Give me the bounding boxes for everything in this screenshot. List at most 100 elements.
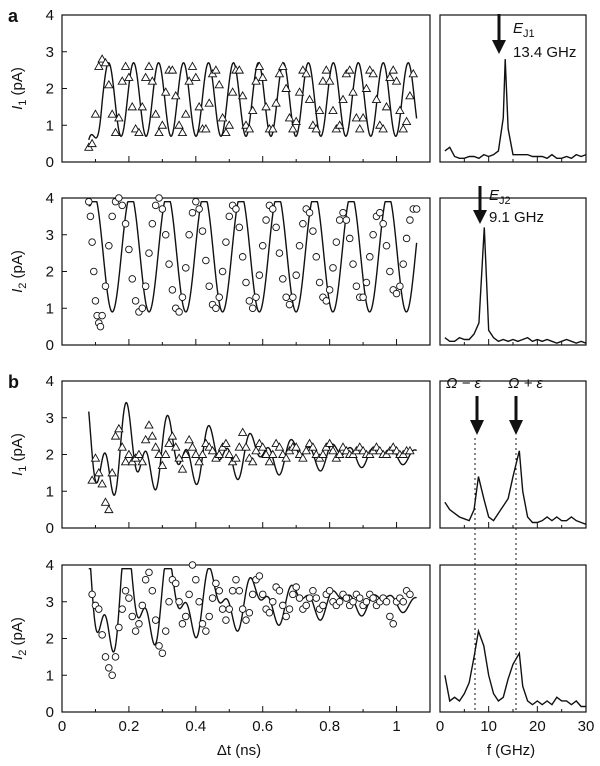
ej2-arrow-head — [473, 210, 487, 224]
data-point-triangle — [154, 127, 164, 137]
spectrum-line-3 — [444, 628, 586, 708]
data-point-triangle — [214, 79, 225, 89]
x-tick-label: 0.2 — [118, 718, 139, 735]
data-point-circle — [322, 297, 331, 305]
data-point-triangle — [157, 120, 168, 129]
data-point-circle — [151, 201, 160, 210]
data-point-circle — [98, 311, 106, 320]
data-point-circle — [335, 216, 344, 224]
data-point-triangle — [344, 65, 355, 74]
data-point-triangle — [395, 105, 405, 115]
data-point-circle — [165, 598, 173, 606]
data-point-circle — [195, 598, 203, 606]
data-point-circle — [108, 671, 116, 680]
data-point-circle — [238, 253, 247, 261]
data-point-circle — [396, 282, 404, 290]
data-point-circle — [389, 620, 397, 628]
omega-plus-arrow-head — [509, 420, 523, 435]
data-point-triangle — [120, 61, 131, 70]
data-point-circle — [235, 223, 244, 232]
data-point-triangle — [110, 431, 121, 440]
y-tick-label: 2 — [46, 631, 54, 648]
x-axis-label-frequency: f (GHz) — [487, 742, 535, 759]
x-tick-label: 0 — [436, 718, 444, 735]
data-point-circle — [148, 219, 157, 228]
data-point-triangle — [398, 124, 409, 133]
data-point-circle — [376, 208, 384, 217]
data-point-circle — [101, 653, 110, 661]
data-point-circle — [202, 256, 210, 265]
data-point-triangle — [114, 112, 124, 122]
data-point-triangle — [405, 445, 415, 455]
data-point-circle — [212, 304, 220, 313]
data-point-circle — [88, 238, 96, 246]
y-tick-label: 2 — [46, 81, 54, 98]
spectrum-line-0 — [444, 59, 587, 160]
y-tick-label: 3 — [46, 594, 54, 611]
data-point-triangle — [378, 124, 388, 133]
data-point-circle — [258, 242, 267, 250]
data-point-triangle — [284, 112, 295, 122]
data-point-circle — [412, 205, 421, 213]
data-point-circle — [158, 205, 167, 213]
data-point-triangle — [274, 442, 285, 451]
data-point-circle — [205, 612, 213, 621]
spectrum-line-1 — [444, 227, 587, 344]
data-point-circle — [315, 278, 324, 287]
data-point-circle — [302, 601, 310, 610]
data-point-circle — [362, 278, 371, 287]
y-axis-label: I1 (pA) — [9, 67, 29, 110]
data-point-triangle — [157, 460, 168, 469]
data-point-circle — [272, 223, 280, 232]
data-point-triangle — [401, 116, 412, 126]
data-point-circle — [101, 282, 110, 290]
data-point-triangle — [254, 61, 265, 70]
data-point-triangle — [147, 431, 158, 440]
data-point-circle — [245, 609, 254, 617]
data-point-circle — [295, 242, 304, 250]
data-point-triangle — [224, 449, 235, 458]
data-point-circle — [369, 230, 377, 239]
data-point-circle — [232, 575, 240, 584]
data-point-triangle — [104, 79, 114, 89]
data-point-triangle — [97, 478, 107, 488]
x-tick-label: 0.4 — [185, 718, 206, 735]
data-point-circle — [138, 304, 147, 313]
data-point-triangle — [127, 101, 138, 111]
data-point-circle — [105, 242, 113, 250]
data-point-circle — [282, 293, 290, 301]
data-point-triangle — [361, 83, 372, 92]
data-point-circle — [342, 216, 351, 224]
fit-curve-2 — [88, 401, 417, 497]
data-point-circle — [305, 594, 314, 602]
data-point-circle — [222, 616, 230, 624]
data-point-triangle — [281, 453, 291, 462]
data-point-triangle — [318, 449, 328, 458]
y-tick-label: 1 — [46, 117, 54, 134]
ej2-label: EJ2 — [489, 187, 511, 207]
ej1-label: EJ1 — [513, 20, 535, 40]
data-point-circle — [118, 201, 126, 210]
data-point-triangle — [177, 464, 188, 473]
data-point-triangle — [251, 76, 261, 85]
data-point-circle — [215, 586, 223, 595]
data-point-triangle — [100, 57, 111, 67]
data-point-triangle — [134, 449, 144, 458]
data-point-triangle — [170, 90, 181, 100]
data-point-triangle — [207, 445, 218, 455]
data-point-circle — [252, 293, 260, 301]
data-point-circle — [98, 631, 106, 639]
ej1-annotation: EJ1 13.4 GHz — [492, 14, 576, 61]
data-point-circle — [282, 612, 290, 621]
data-point-triangle — [247, 105, 258, 115]
data-point-triangle — [234, 65, 245, 74]
data-point-triangle — [408, 68, 419, 78]
y-tick-label: 3 — [46, 44, 54, 61]
data-point-triangle — [197, 449, 208, 458]
data-point-circle — [332, 238, 341, 246]
data-point-triangle — [281, 83, 291, 92]
freq-plot-frame-3 — [439, 564, 587, 713]
data-point-triangle — [321, 65, 332, 74]
x-tick-label: 0 — [58, 718, 66, 735]
x-axis-label-time: Δt (ns) — [217, 742, 261, 759]
